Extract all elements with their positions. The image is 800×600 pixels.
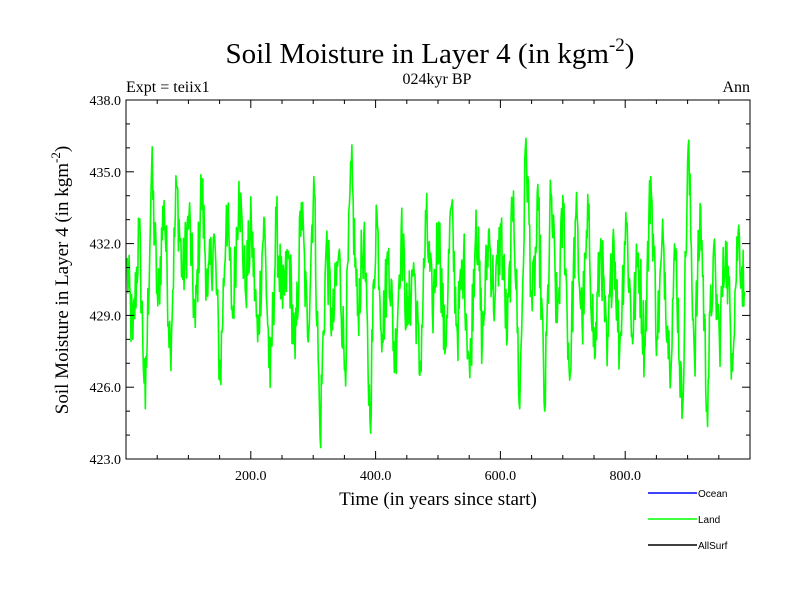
season-label: Ann — [722, 79, 750, 96]
y-tick-label: 432.0 — [90, 238, 122, 253]
legend-label-ocean: Ocean — [698, 489, 727, 500]
y-axis-label-superscript: -2 — [48, 152, 63, 163]
x-tick-label: 800.0 — [609, 469, 641, 484]
x-axis-label: Time (in years since start) — [339, 489, 537, 510]
y-tick-label: 438.0 — [90, 94, 122, 109]
x-tick-label: 400.0 — [360, 469, 392, 484]
y-tick-label: 429.0 — [90, 309, 122, 324]
x-tick-label: 600.0 — [485, 469, 517, 484]
period-label: 024kyr BP — [403, 71, 472, 88]
chart-title-main: Soil Moisture in Layer 4 (in kgm — [226, 38, 610, 70]
x-axis: 200.0 400.0 600.0 800.0 — [156, 100, 720, 484]
legend: Ocean Land AllSurf — [648, 489, 728, 552]
legend-label-land: Land — [698, 515, 720, 526]
y-axis: 423.0 426.0 429.0 432.0 435.0 438.0 — [90, 94, 750, 468]
chart-title: Soil Moisture in Layer 4 (in kgm-2) — [226, 35, 635, 70]
plot-frame — [125, 99, 751, 460]
series-line-land — [125, 137, 746, 449]
y-tick-label: 435.0 — [90, 166, 122, 181]
y-axis-label-close: ) — [52, 146, 73, 152]
y-tick-label: 423.0 — [90, 453, 122, 468]
x-tick-label: 200.0 — [235, 469, 267, 484]
chart-title-close: ) — [625, 38, 635, 70]
y-axis-label: Soil Moisture in Layer 4 (in kgm-2) — [48, 146, 73, 414]
series-layer — [125, 137, 746, 449]
legend-label-allsurf: AllSurf — [698, 541, 728, 552]
y-tick-label: 426.0 — [90, 381, 122, 396]
chart-title-superscript: -2 — [609, 35, 625, 56]
y-axis-label-main: Soil Moisture in Layer 4 (in kgm — [52, 163, 73, 414]
experiment-label: Expt = teiix1 — [126, 79, 210, 96]
